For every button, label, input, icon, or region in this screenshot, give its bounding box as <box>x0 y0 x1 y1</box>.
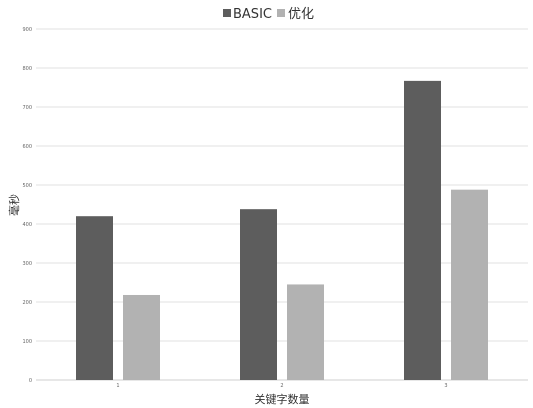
x-axis-title: 关键字数量 <box>255 392 310 406</box>
y-tick-label-600: 600 <box>22 144 32 150</box>
legend-label-basic: BASIC <box>233 7 272 22</box>
y-tick-label-500: 500 <box>22 183 32 189</box>
y-tick-label-700: 700 <box>22 105 32 111</box>
y-tick-label-800: 800 <box>22 66 32 72</box>
y-axis-title: 毫秒 <box>7 194 21 216</box>
y-tick-label-400: 400 <box>22 222 32 228</box>
bar-basic-2 <box>240 209 277 380</box>
y-tick-label-0: 0 <box>29 378 32 384</box>
y-tick-label-100: 100 <box>22 339 32 345</box>
x-tick-label-2: 2 <box>280 383 283 389</box>
legend-swatch-optimized <box>277 9 285 17</box>
x-tick-labels: 1 2 3 <box>116 383 447 389</box>
y-tick-label-900: 900 <box>22 27 32 33</box>
bar-optimized-2 <box>287 284 324 380</box>
x-tick-label-3: 3 <box>444 383 447 389</box>
bars <box>76 80 488 381</box>
x-tick-label-1: 1 <box>116 383 119 389</box>
bar-basic-1 <box>76 216 113 380</box>
gridlines <box>36 28 528 381</box>
legend-label-optimized: 优化 <box>288 7 314 22</box>
bar-optimized-1 <box>123 294 160 380</box>
bar-optimized-3 <box>451 189 488 380</box>
legend-swatch-basic <box>223 9 231 17</box>
y-tick-label-300: 300 <box>22 261 32 267</box>
legend: BASIC 优化 <box>223 7 314 22</box>
bar-basic-3 <box>404 80 441 381</box>
y-tick-labels: 0 100 200 300 400 500 600 700 800 900 <box>22 27 32 384</box>
y-tick-label-200: 200 <box>22 300 32 306</box>
